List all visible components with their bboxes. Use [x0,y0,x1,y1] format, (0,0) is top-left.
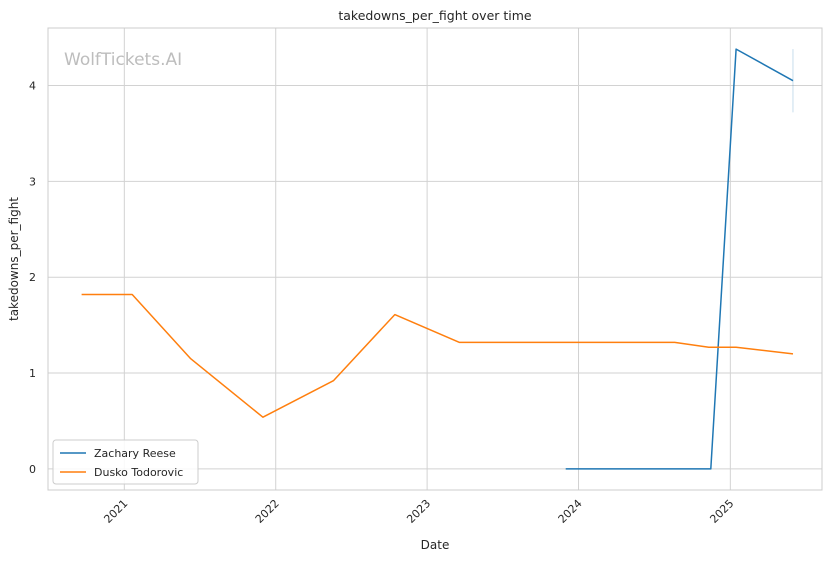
legend-label-dusko-todorovic: Dusko Todorovic [94,466,183,479]
x-tick-label: 2021 [101,497,130,526]
chart-title: takedowns_per_fight over time [338,8,532,23]
y-axis-label: takedowns_per_fight [7,197,21,321]
x-tick-label: 2023 [404,497,433,526]
watermark: WolfTickets.AI [64,50,182,70]
legend: Zachary Reese Dusko Todorovic [52,439,199,485]
series-line-dusko-todorovic [81,293,794,418]
y-tick-label: 1 [29,367,36,380]
legend-box [52,439,199,485]
x-tick-label: 2024 [556,497,585,526]
plot-frame [47,27,823,491]
y-tick-label: 3 [29,175,36,188]
x-tick-label: 2022 [253,497,282,526]
x-tick-label: 2025 [707,497,736,526]
gridlines [48,28,822,490]
y-tick-label: 2 [29,271,36,284]
series-layer [81,48,794,470]
y-tick-label: 4 [29,80,36,93]
legend-label-zachary-reese: Zachary Reese [94,447,176,460]
x-axis-label: Date [421,538,450,552]
y-tick-label: 0 [29,463,36,476]
series-line-zachary-reese [565,48,794,470]
